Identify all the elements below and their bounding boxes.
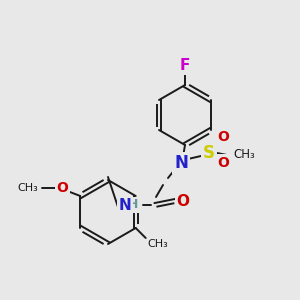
Text: H: H	[128, 199, 138, 212]
Text: O: O	[56, 181, 68, 195]
Text: CH₃: CH₃	[148, 239, 169, 249]
Text: CH₃: CH₃	[17, 183, 38, 193]
Text: O: O	[217, 130, 229, 144]
Text: O: O	[176, 194, 190, 208]
Text: O: O	[217, 156, 229, 170]
Text: CH₃: CH₃	[233, 148, 255, 161]
Text: F: F	[180, 58, 190, 74]
Text: N: N	[174, 154, 188, 172]
Text: S: S	[203, 144, 215, 162]
Text: N: N	[118, 197, 131, 212]
